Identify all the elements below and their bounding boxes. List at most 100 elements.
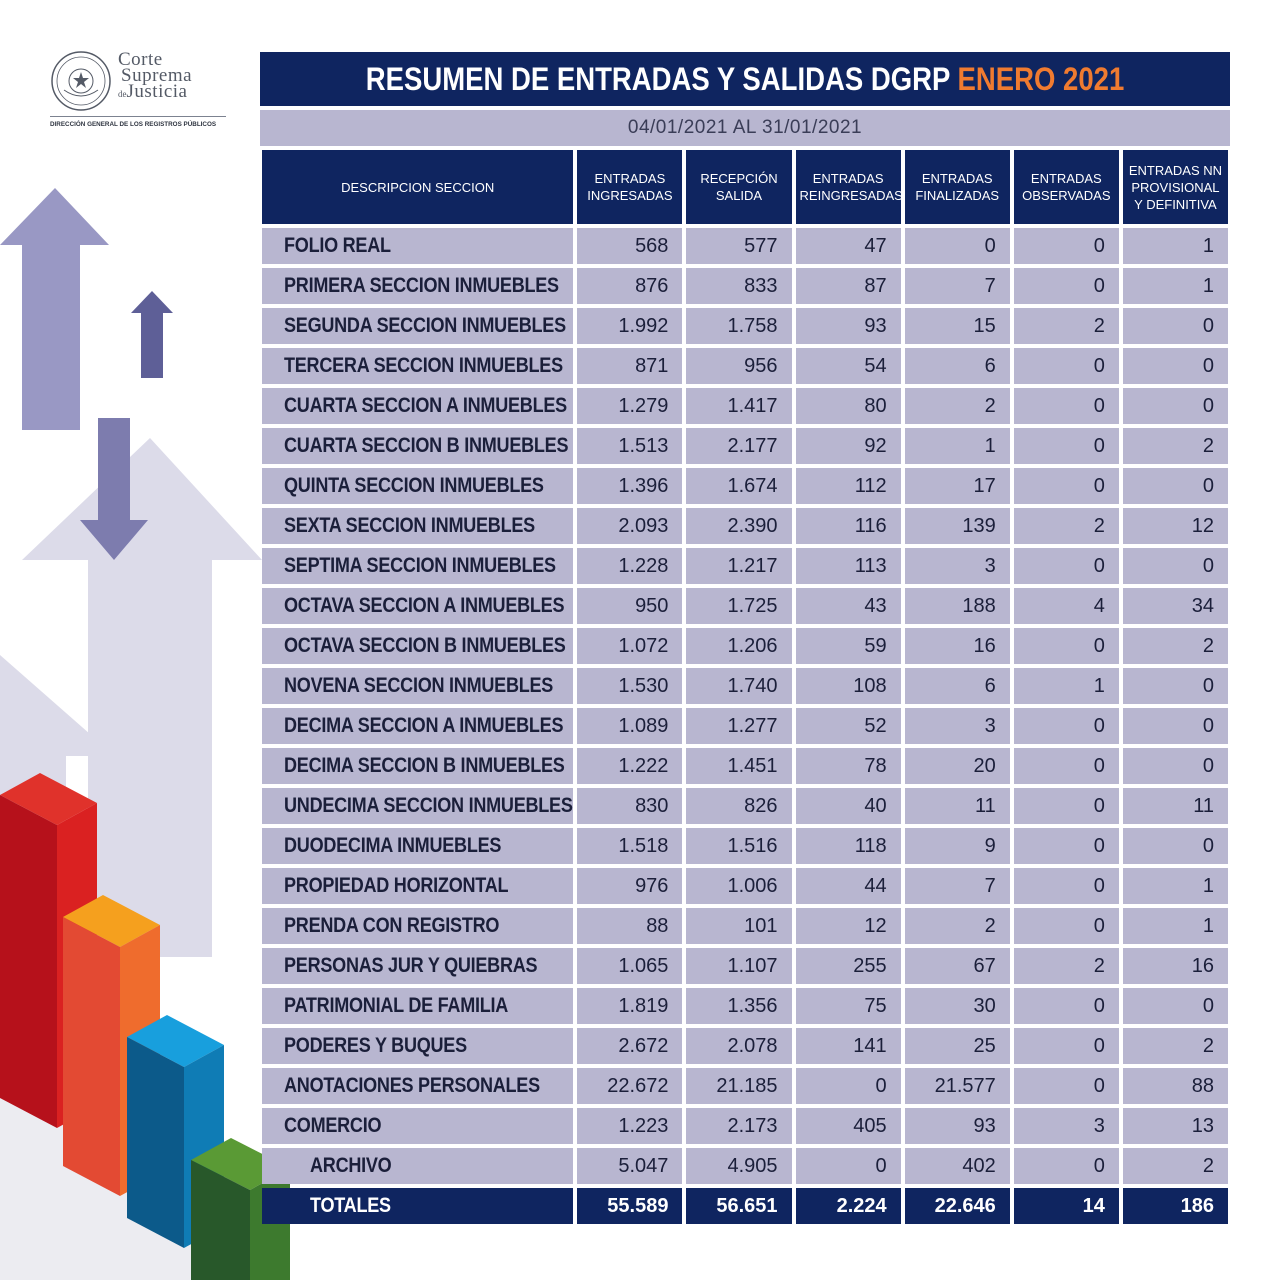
- cell-reingresadas: 87: [795, 268, 901, 304]
- cell-recepcion-salida: 21.185: [686, 1068, 792, 1104]
- cell-reingresadas: 59: [795, 628, 901, 664]
- section-label: PRIMERA SECCION INMUEBLES: [284, 274, 559, 297]
- cell-descripcion: OCTAVA SECCION A INMUEBLES: [262, 588, 574, 624]
- down-arrow: [80, 418, 148, 560]
- cell-ingresadas: 1.279: [577, 388, 683, 424]
- cell-observadas: 0: [1013, 1068, 1119, 1104]
- cell-descripcion: PERSONAS JUR Y QUIEBRAS: [262, 948, 574, 984]
- cell-reingresadas: 92: [795, 428, 901, 464]
- cell-reingresadas: 255: [795, 948, 901, 984]
- section-label: UNDECIMA SECCION INMUEBLES: [284, 794, 573, 817]
- cell-finalizadas: 30: [904, 988, 1010, 1024]
- cell-recepcion-salida: 1.674: [686, 468, 792, 504]
- section-label: PATRIMONIAL DE FAMILIA: [284, 994, 509, 1017]
- cell-ingresadas: 1.992: [577, 308, 683, 344]
- cell-nn-prov-def: 0: [1122, 388, 1228, 424]
- cell-reingresadas: 405: [795, 1108, 901, 1144]
- cell-recepcion-salida: 1.417: [686, 388, 792, 424]
- section-label: PROPIEDAD HORIZONTAL: [284, 874, 509, 897]
- cell-finalizadas: 15: [904, 308, 1010, 344]
- cell-finalizadas: 20: [904, 748, 1010, 784]
- cell-nn-prov-def: 2: [1122, 1148, 1228, 1184]
- cell-ingresadas: 1.072: [577, 628, 683, 664]
- cell-nn-prov-def: 186: [1122, 1188, 1228, 1224]
- cell-observadas: 0: [1013, 428, 1119, 464]
- cell-descripcion: CUARTA SECCION B INMUEBLES: [262, 428, 574, 464]
- table-row: FOLIO REAL 568 577 47 0 0 1: [262, 228, 1228, 264]
- cell-finalizadas: 25: [904, 1028, 1010, 1064]
- cell-reingresadas: 113: [795, 548, 901, 584]
- cell-nn-prov-def: 2: [1122, 628, 1228, 664]
- cell-observadas: 0: [1013, 708, 1119, 744]
- cell-recepcion-salida: 1.356: [686, 988, 792, 1024]
- cell-ingresadas: 568: [577, 228, 683, 264]
- cell-finalizadas: 2: [904, 388, 1010, 424]
- cell-descripcion: FOLIO REAL: [262, 228, 574, 264]
- pale-up-arrow-small: [0, 655, 115, 800]
- cell-recepcion-salida: 1.451: [686, 748, 792, 784]
- cell-ingresadas: 1.530: [577, 668, 683, 704]
- cell-nn-prov-def: 13: [1122, 1108, 1228, 1144]
- section-label: CUARTA SECCION A INMUEBLES: [284, 394, 567, 417]
- cell-nn-prov-def: 1: [1122, 228, 1228, 264]
- section-label: PODERES Y BUQUES: [284, 1034, 467, 1057]
- section-label: ARCHIVO: [310, 1154, 392, 1177]
- header-entradas-ingresadas: ENTRADAS INGRESADAS: [577, 150, 683, 224]
- cell-ingresadas: 2.672: [577, 1028, 683, 1064]
- cell-nn-prov-def: 0: [1122, 828, 1228, 864]
- cell-reingresadas: 80: [795, 388, 901, 424]
- cell-descripcion: DECIMA SECCION A INMUEBLES: [262, 708, 574, 744]
- cell-ingresadas: 830: [577, 788, 683, 824]
- table-row: PRENDA CON REGISTRO 88 101 12 2 0 1: [262, 908, 1228, 944]
- cell-ingresadas: 1.089: [577, 708, 683, 744]
- cell-observadas: 0: [1013, 988, 1119, 1024]
- cell-observadas: 0: [1013, 1148, 1119, 1184]
- court-name-prefix: de: [118, 89, 127, 99]
- cell-recepcion-salida: 1.006: [686, 868, 792, 904]
- table-row: SEXTA SECCION INMUEBLES 2.093 2.390 116 139 2…: [262, 508, 1228, 544]
- cell-recepcion-salida: 1.740: [686, 668, 792, 704]
- cell-descripcion: NOVENA SECCION INMUEBLES: [262, 668, 574, 704]
- table-row: PROPIEDAD HORIZONTAL 976 1.006 44 7 0 1: [262, 868, 1228, 904]
- cell-recepcion-salida: 1.277: [686, 708, 792, 744]
- cell-reingresadas: 75: [795, 988, 901, 1024]
- court-name-line3: deJusticia: [118, 82, 192, 102]
- court-name-line1: Corte: [118, 49, 163, 70]
- cell-descripcion: TERCERA SECCION INMUEBLES: [262, 348, 574, 384]
- cell-observadas: 0: [1013, 468, 1119, 504]
- section-label: NOVENA SECCION INMUEBLES: [284, 674, 554, 697]
- cell-nn-prov-def: 1: [1122, 268, 1228, 304]
- cell-reingresadas: 93: [795, 308, 901, 344]
- cell-finalizadas: 17: [904, 468, 1010, 504]
- cell-reingresadas: 2.224: [795, 1188, 901, 1224]
- cell-recepcion-salida: 1.217: [686, 548, 792, 584]
- cell-finalizadas: 93: [904, 1108, 1010, 1144]
- cell-ingresadas: 1.513: [577, 428, 683, 464]
- cell-nn-prov-def: 0: [1122, 308, 1228, 344]
- table-row: COMERCIO 1.223 2.173 405 93 3 13: [262, 1108, 1228, 1144]
- cell-finalizadas: 2: [904, 908, 1010, 944]
- cell-ingresadas: 1.223: [577, 1108, 683, 1144]
- cell-finalizadas: 3: [904, 548, 1010, 584]
- cell-finalizadas: 139: [904, 508, 1010, 544]
- cell-recepcion-salida: 826: [686, 788, 792, 824]
- cell-nn-prov-def: 0: [1122, 548, 1228, 584]
- cell-reingresadas: 112: [795, 468, 901, 504]
- cell-ingresadas: 950: [577, 588, 683, 624]
- cell-finalizadas: 21.577: [904, 1068, 1010, 1104]
- section-label: OCTAVA SECCION A INMUEBLES: [284, 594, 565, 617]
- section-label: DECIMA SECCION A INMUEBLES: [284, 714, 564, 737]
- cell-finalizadas: 0: [904, 228, 1010, 264]
- cell-finalizadas: 11: [904, 788, 1010, 824]
- table-row: DUODECIMA INMUEBLES 1.518 1.516 118 9 0 0: [262, 828, 1228, 864]
- cell-finalizadas: 188: [904, 588, 1010, 624]
- cell-recepcion-salida: 577: [686, 228, 792, 264]
- section-label: SEGUNDA SECCION INMUEBLES: [284, 314, 566, 337]
- cell-descripcion: SEPTIMA SECCION INMUEBLES: [262, 548, 574, 584]
- table-row: PODERES Y BUQUES 2.672 2.078 141 25 0 2: [262, 1028, 1228, 1064]
- cell-recepcion-salida: 1.758: [686, 308, 792, 344]
- cell-ingresadas: 1.396: [577, 468, 683, 504]
- section-label: SEPTIMA SECCION INMUEBLES: [284, 554, 556, 577]
- table-row: CUARTA SECCION A INMUEBLES 1.279 1.417 80 2 0…: [262, 388, 1228, 424]
- cell-reingresadas: 44: [795, 868, 901, 904]
